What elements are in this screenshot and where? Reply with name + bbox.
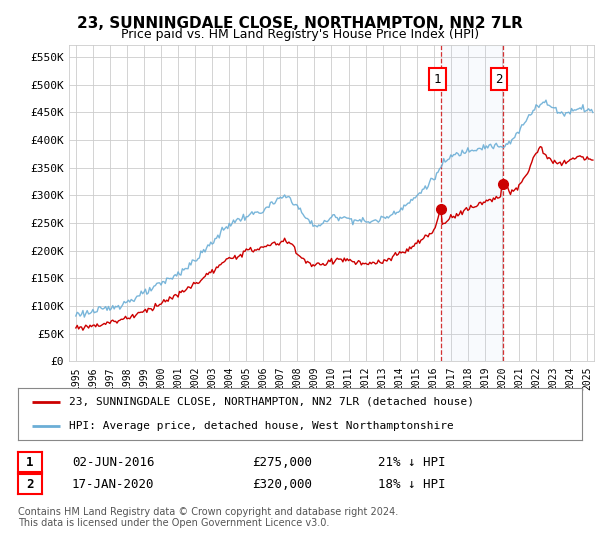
Text: 2: 2 [496, 73, 503, 86]
Text: Price paid vs. HM Land Registry's House Price Index (HPI): Price paid vs. HM Land Registry's House … [121, 28, 479, 41]
Text: £275,000: £275,000 [252, 455, 312, 469]
Bar [441, 45, 503, 361]
Text: 1: 1 [26, 455, 34, 469]
Text: 2: 2 [26, 478, 34, 491]
Text: 21% ↓ HPI: 21% ↓ HPI [378, 455, 445, 469]
Text: 1: 1 [434, 73, 441, 86]
Text: 02-JUN-2016: 02-JUN-2016 [72, 455, 155, 469]
Text: 17-JAN-2020: 17-JAN-2020 [72, 478, 155, 491]
Text: Contains HM Land Registry data © Crown copyright and database right 2024.
This d: Contains HM Land Registry data © Crown c… [18, 507, 398, 529]
Text: £320,000: £320,000 [252, 478, 312, 491]
Text: 23, SUNNINGDALE CLOSE, NORTHAMPTON, NN2 7LR (detached house): 23, SUNNINGDALE CLOSE, NORTHAMPTON, NN2 … [69, 397, 474, 407]
Text: HPI: Average price, detached house, West Northamptonshire: HPI: Average price, detached house, West… [69, 421, 454, 431]
Text: 18% ↓ HPI: 18% ↓ HPI [378, 478, 445, 491]
Text: 23, SUNNINGDALE CLOSE, NORTHAMPTON, NN2 7LR: 23, SUNNINGDALE CLOSE, NORTHAMPTON, NN2 … [77, 16, 523, 31]
